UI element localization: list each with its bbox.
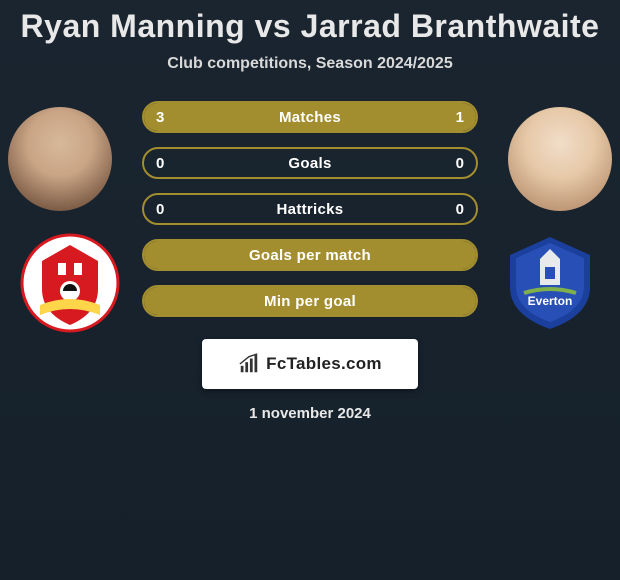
svg-text:Everton: Everton (528, 294, 573, 308)
player-left-face (8, 107, 112, 211)
player-left-avatar (8, 107, 112, 211)
page-title: Ryan Manning vs Jarrad Branthwaite (0, 8, 620, 45)
club-left-badge (20, 233, 120, 333)
bar-value-right: 1 (456, 109, 464, 126)
subtitle: Club competitions, Season 2024/2025 (0, 55, 620, 73)
bar-label: Min per goal (144, 293, 476, 310)
bar-value-right: 0 (456, 201, 464, 218)
brand-badge: FcTables.com (202, 339, 418, 389)
bar-label: Hattricks (144, 201, 476, 218)
southampton-crest-icon (20, 233, 120, 333)
comparison-bars: Matches31Goals00Hattricks00Goals per mat… (142, 101, 478, 317)
bar-row: Min per goal (142, 285, 478, 317)
bar-row: Goals0 0 (142, 147, 478, 179)
club-right-badge: Everton (500, 233, 600, 333)
bar-label: Goals (144, 155, 476, 172)
player-right-avatar (508, 107, 612, 211)
chart-icon (238, 353, 260, 375)
brand-text: FcTables.com (266, 354, 382, 374)
bar-value-left: 3 (156, 109, 164, 126)
date-label: 1 november 2024 (0, 405, 620, 422)
bar-row: Goals per match (142, 239, 478, 271)
bar-row: Hattricks0 0 (142, 193, 478, 225)
bar-value-left: 0 (156, 201, 164, 218)
bar-value-left: 0 (156, 155, 164, 172)
bar-label: Matches (144, 109, 476, 126)
bar-value-right: 0 (456, 155, 464, 172)
bar-row: Matches3 1 (142, 101, 478, 133)
everton-crest-icon: Everton (500, 233, 600, 333)
bar-label: Goals per match (144, 247, 476, 264)
player-right-face (508, 107, 612, 211)
